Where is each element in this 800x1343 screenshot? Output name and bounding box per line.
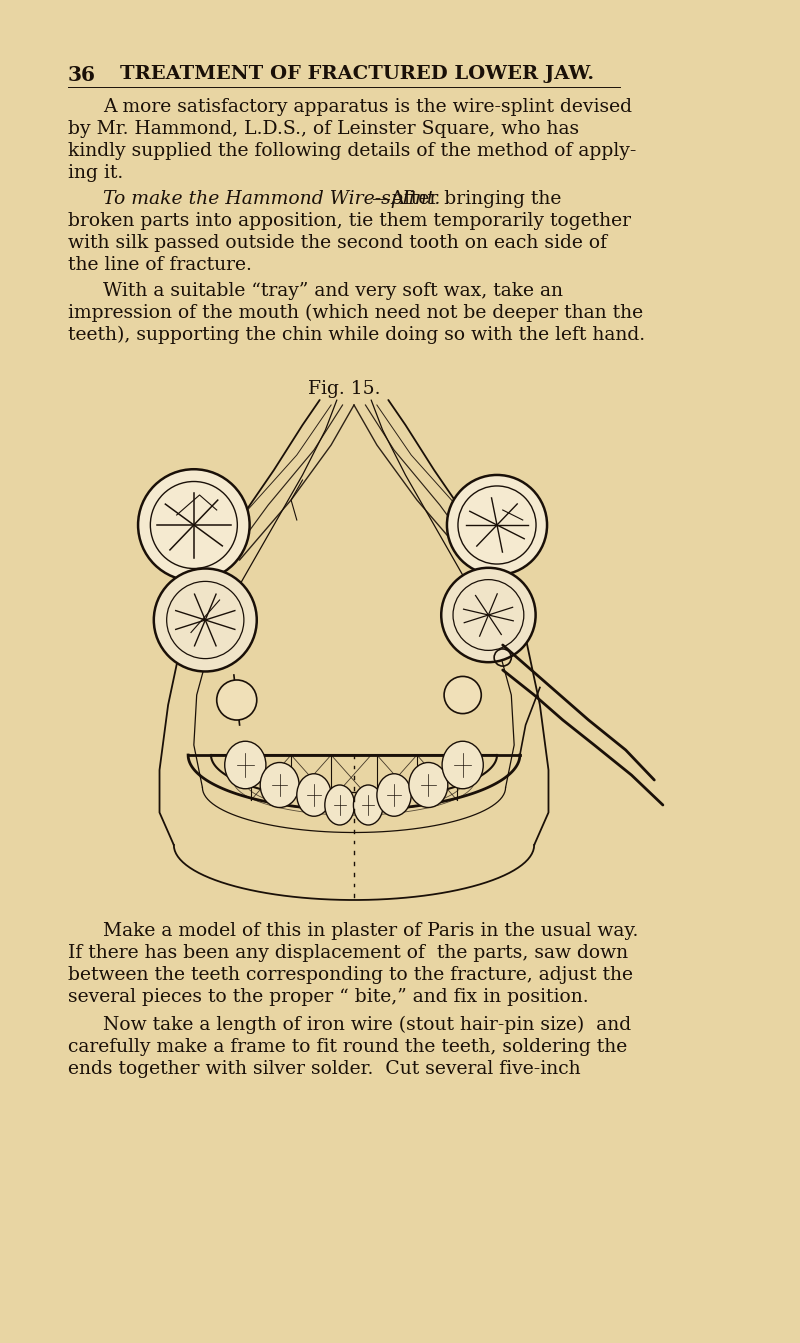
Circle shape — [442, 568, 536, 662]
Circle shape — [444, 677, 482, 713]
Text: by Mr. Hammond, L.D.S., of Leinster Square, who has: by Mr. Hammond, L.D.S., of Leinster Squa… — [68, 120, 579, 138]
Circle shape — [217, 680, 257, 720]
Text: Fig. 15.: Fig. 15. — [308, 380, 380, 398]
Text: 36: 36 — [68, 64, 96, 85]
Text: Now take a length of iron wire (stout hair-pin size)  and: Now take a length of iron wire (stout ha… — [103, 1017, 631, 1034]
Text: ing it.: ing it. — [68, 164, 123, 183]
Text: Make a model of this in plaster of Paris in the usual way.: Make a model of this in plaster of Paris… — [103, 923, 638, 940]
Ellipse shape — [297, 774, 331, 817]
Circle shape — [447, 475, 547, 575]
Text: With a suitable “tray” and very soft wax, take an: With a suitable “tray” and very soft wax… — [103, 282, 563, 299]
Ellipse shape — [260, 763, 299, 807]
Text: carefully make a frame to fit round the teeth, soldering the: carefully make a frame to fit round the … — [68, 1038, 627, 1056]
Ellipse shape — [409, 763, 448, 807]
Ellipse shape — [442, 741, 483, 788]
Text: the line of fracture.: the line of fracture. — [68, 257, 252, 274]
Text: To make the Hammond Wire-splint.: To make the Hammond Wire-splint. — [103, 189, 440, 208]
Text: broken parts into apposition, tie them temporarily together: broken parts into apposition, tie them t… — [68, 212, 631, 230]
Text: several pieces to the proper “ bite,” and fix in position.: several pieces to the proper “ bite,” an… — [68, 988, 589, 1006]
Text: teeth), supporting the chin while doing so with the left hand.: teeth), supporting the chin while doing … — [68, 326, 645, 344]
Circle shape — [154, 568, 257, 672]
Text: between the teeth corresponding to the fracture, adjust the: between the teeth corresponding to the f… — [68, 966, 633, 984]
Text: kindly supplied the following details of the method of apply-: kindly supplied the following details of… — [68, 142, 636, 160]
Text: impression of the mouth (which need not be deeper than the: impression of the mouth (which need not … — [68, 304, 643, 322]
Text: ends together with silver solder.  Cut several five-inch: ends together with silver solder. Cut se… — [68, 1060, 581, 1078]
Text: TREATMENT OF FRACTURED LOWER JAW.: TREATMENT OF FRACTURED LOWER JAW. — [120, 64, 594, 83]
Text: —After bringing the: —After bringing the — [372, 189, 562, 208]
Ellipse shape — [377, 774, 411, 817]
Ellipse shape — [225, 741, 266, 788]
Ellipse shape — [325, 786, 354, 825]
Text: with silk passed outside the second tooth on each side of: with silk passed outside the second toot… — [68, 234, 607, 252]
Text: A more satisfactory apparatus is the wire-splint devised: A more satisfactory apparatus is the wir… — [103, 98, 632, 115]
Circle shape — [138, 469, 250, 580]
Ellipse shape — [354, 786, 383, 825]
Text: If there has been any displacement of  the parts, saw down: If there has been any displacement of th… — [68, 944, 628, 962]
